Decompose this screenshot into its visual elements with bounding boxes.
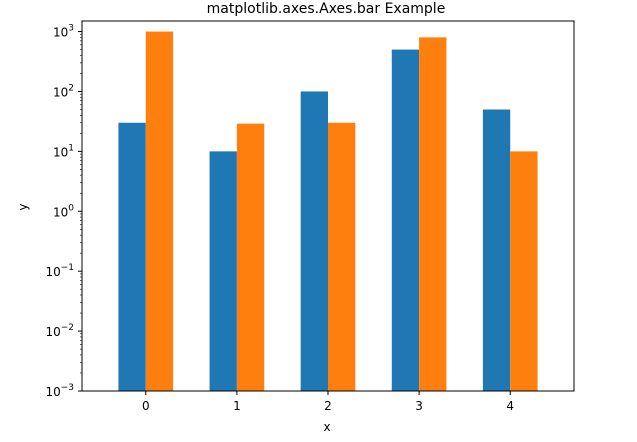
bar-series2-cat2 bbox=[328, 122, 356, 391]
y-tick-label: 102 bbox=[53, 83, 74, 99]
y-tick-label: 100 bbox=[53, 203, 74, 219]
bar-series2-cat1 bbox=[236, 123, 265, 391]
y-tick-label: 101 bbox=[53, 143, 74, 159]
x-axis-title: x bbox=[323, 420, 330, 434]
y-tick-label: 10−1 bbox=[45, 263, 74, 279]
bars-layer bbox=[118, 31, 538, 392]
y-axis-title: y bbox=[16, 203, 30, 210]
y-tick-label: 10−2 bbox=[45, 323, 74, 339]
bar-series2-cat4 bbox=[510, 151, 538, 391]
y-axis: 10−3 10−2 10−1 100 101 102 103 bbox=[45, 24, 82, 399]
bar-series1-cat0 bbox=[118, 122, 146, 391]
bar-series1-cat3 bbox=[391, 49, 420, 391]
bar-series1-cat2 bbox=[300, 91, 328, 392]
x-tick-label: 2 bbox=[324, 399, 332, 413]
x-axis: 0 1 2 3 4 bbox=[142, 391, 514, 413]
x-tick-label: 3 bbox=[415, 399, 423, 413]
bar-series1-cat1 bbox=[209, 151, 237, 391]
x-tick-label: 4 bbox=[506, 399, 514, 413]
y-tick-label: 10−3 bbox=[45, 383, 74, 399]
y-tick-label: 103 bbox=[53, 24, 74, 40]
bar-series2-cat3 bbox=[419, 37, 447, 392]
x-tick-label: 0 bbox=[142, 399, 150, 413]
chart-title: matplotlib.axes.Axes.bar Example bbox=[207, 1, 446, 17]
bar-series1-cat4 bbox=[482, 109, 511, 392]
x-tick-label: 1 bbox=[233, 399, 241, 413]
bar-series2-cat0 bbox=[145, 31, 174, 392]
